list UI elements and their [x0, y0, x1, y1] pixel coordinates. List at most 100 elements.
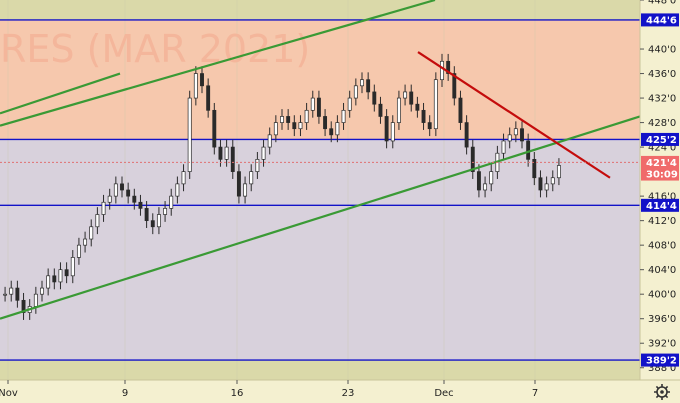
candle-body [40, 287, 44, 295]
y-tick-label: 448'0 [648, 0, 676, 7]
y-tick-label: 424'0 [648, 143, 676, 154]
candle-body [347, 97, 352, 111]
price-badge-label: 389'2 [646, 356, 677, 367]
y-tick-label: 412'0 [648, 216, 676, 227]
candle-body [150, 220, 155, 228]
watermark: RES (MAR 2021) [0, 27, 310, 71]
candle-body [236, 171, 241, 197]
candle-body [440, 60, 444, 81]
candle-body [452, 73, 457, 99]
candle-body [76, 244, 81, 258]
y-tick-label: 432'0 [648, 94, 676, 105]
candle-body [286, 116, 291, 123]
y-tick-label: 428'0 [648, 118, 676, 129]
candle-body [181, 171, 186, 185]
candle-body [280, 116, 284, 123]
price-band-2 [0, 205, 640, 361]
candle-body [526, 140, 531, 160]
candle-body [483, 183, 488, 191]
candle-body [550, 177, 555, 185]
candle-body [464, 122, 469, 148]
candle-body [206, 85, 211, 111]
candle-body [538, 177, 543, 191]
candle-body [261, 146, 266, 160]
candle-body [132, 195, 137, 203]
candle-body [187, 97, 192, 172]
y-tick-label: 408'0 [648, 241, 676, 252]
candle-body [218, 146, 223, 160]
candle-body [163, 208, 168, 215]
candle-body [458, 97, 463, 123]
price-badge-label: 414'4 [646, 201, 677, 212]
candle-body [193, 73, 198, 99]
candle-body [64, 269, 69, 277]
candle-body [46, 275, 51, 289]
candle-body [113, 183, 118, 197]
candle-body [409, 91, 414, 105]
candle-body [138, 201, 143, 209]
candle-body [156, 214, 161, 228]
candle-body [298, 122, 303, 130]
candle-body [396, 97, 401, 123]
candle-body [323, 116, 328, 130]
trendline-0[interactable] [0, 0, 436, 127]
candle-body [556, 165, 561, 179]
candle-body [249, 171, 254, 185]
candle-body [107, 195, 112, 203]
candle-body [292, 122, 297, 130]
candle-body [175, 183, 180, 197]
price-badge [641, 353, 679, 367]
candle-body [415, 103, 420, 111]
candle-body [520, 128, 524, 142]
candle-body [255, 159, 260, 172]
y-tick-label: 404'0 [648, 265, 676, 276]
candle-body [89, 226, 94, 240]
candle-body [52, 275, 57, 283]
x-tick-label: 23 [342, 388, 355, 399]
x-tick-label: 7 [532, 388, 538, 399]
candle-body [101, 201, 106, 215]
y-tick-label: 396'0 [648, 314, 676, 325]
trendline-3[interactable] [417, 51, 611, 179]
candle-body [126, 189, 131, 197]
candle-body [433, 79, 438, 130]
candle-body [372, 91, 377, 105]
x-tick-label: Dec [434, 388, 453, 399]
candle-body [95, 214, 100, 228]
price-badge [641, 198, 679, 212]
price-badge [641, 132, 679, 146]
candle-body [366, 79, 371, 93]
price-badge-label: 421'4 [646, 158, 677, 169]
candle-body [360, 79, 364, 87]
candle-body [384, 116, 389, 142]
candle-body [403, 91, 408, 99]
y-tick-label: 436'0 [648, 69, 676, 80]
candle-body [378, 103, 383, 117]
candle-body [21, 299, 26, 313]
candle-body [421, 109, 426, 123]
candle-body [501, 140, 506, 154]
candle-body [335, 122, 340, 136]
candle-body [470, 146, 475, 172]
candle-body [243, 183, 248, 197]
candle-body [58, 269, 63, 283]
candle-body [169, 195, 174, 209]
candle-body [329, 128, 334, 136]
candle-body [476, 171, 481, 191]
trendline-1[interactable] [0, 115, 641, 320]
trendline-2[interactable] [0, 72, 121, 115]
settings-gear-icon[interactable] [654, 384, 670, 400]
candle-body [83, 238, 88, 246]
candle-body [212, 109, 217, 148]
candle-body [513, 128, 518, 136]
price-badge-label: 444'6 [646, 15, 677, 26]
candle-body [532, 159, 537, 179]
candle-body [544, 183, 549, 191]
candle-body [70, 257, 75, 277]
price-badge-label: 425'2 [646, 135, 677, 146]
candle-body [427, 122, 432, 130]
candle-body [144, 208, 149, 221]
x-tick-label: 16 [231, 388, 244, 399]
candle-body [489, 171, 494, 185]
